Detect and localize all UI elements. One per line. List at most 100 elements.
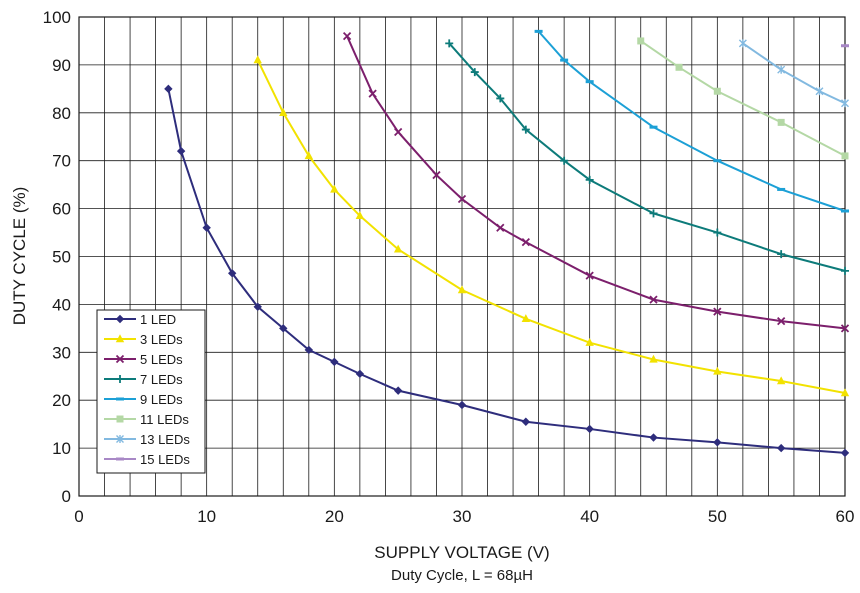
data-point-7-leds <box>649 209 658 218</box>
data-point-13-leds <box>777 65 786 74</box>
x-tick-label: 0 <box>74 507 83 526</box>
data-point-7-leds <box>470 68 479 77</box>
series-line-13-leds <box>742 42 846 105</box>
x-tick-label: 60 <box>836 507 855 526</box>
data-point-11-leds <box>841 152 849 160</box>
y-tick-label: 0 <box>62 487 71 506</box>
legend-label: 3 LEDs <box>140 332 183 347</box>
x-tick-label: 30 <box>453 507 472 526</box>
data-point-3-leds <box>713 366 722 375</box>
legend: 1 LED 3 LEDs 5 LEDs 7 LEDs 9 LEDs 11 LEDs 13 L… <box>96 309 206 474</box>
legend-label: 5 LEDs <box>140 352 183 367</box>
data-point-1-led <box>253 302 262 311</box>
data-point-1-led <box>649 433 658 442</box>
data-point-9-leds <box>713 159 722 163</box>
data-point-3-leds <box>649 354 658 363</box>
series-5-leds <box>342 32 850 333</box>
data-point-5-leds <box>368 89 377 98</box>
legend-box <box>96 309 206 474</box>
legend-marker <box>116 375 124 383</box>
legend-item-1-led: 1 LED <box>104 312 176 327</box>
data-point-5-leds <box>585 271 594 280</box>
legend-marker <box>115 354 125 364</box>
data-point-1-led <box>713 438 722 447</box>
legend-label: 7 LEDs <box>140 372 183 387</box>
data-point-5-leds <box>840 324 850 333</box>
data-point-7-leds <box>496 94 505 103</box>
data-point-1-led <box>521 417 531 426</box>
series-line-5-leds <box>346 35 846 330</box>
legend-label: 13 LEDs <box>140 432 190 447</box>
y-tick-label: 60 <box>52 200 71 219</box>
data-point-5-leds <box>713 307 722 316</box>
legend-item-15-leds: 15 LEDs <box>104 452 190 467</box>
series-15-leds <box>841 44 849 48</box>
data-point-11-leds <box>777 118 785 126</box>
data-point-9-leds <box>777 187 786 191</box>
series-7-leds <box>445 39 849 275</box>
data-point-7-leds <box>841 266 849 275</box>
y-tick-label: 90 <box>52 56 71 75</box>
data-point-3-leds <box>840 388 850 397</box>
data-point-5-leds <box>394 127 403 137</box>
data-point-1-led <box>585 424 594 434</box>
data-point-3-leds <box>393 244 403 253</box>
legend-marker <box>116 435 124 443</box>
plot-frame <box>78 16 846 497</box>
data-point-1-led <box>840 448 850 458</box>
data-point-3-leds <box>330 184 339 193</box>
data-point-3-leds <box>457 285 467 294</box>
data-point-3-leds <box>279 108 288 116</box>
series-line-1-led <box>167 88 846 454</box>
legend-item-9-leds: 9 LEDs <box>104 392 183 407</box>
data-point-3-leds <box>355 211 365 219</box>
data-point-5-leds <box>432 170 441 180</box>
legend-item-7-leds: 7 LEDs <box>104 372 183 387</box>
data-point-11-leds <box>713 87 721 95</box>
y-tick-label: 40 <box>52 295 71 314</box>
y-tick-label: 80 <box>52 104 71 123</box>
series-13-leds <box>738 39 849 108</box>
data-point-7-leds <box>777 250 786 259</box>
data-point-3-leds <box>585 338 594 346</box>
series-line-7-leds <box>448 42 846 272</box>
legend-item-3-leds: 3 LEDs <box>104 332 183 347</box>
y-tick-label: 30 <box>52 343 71 362</box>
legend-marker <box>115 334 125 343</box>
legend-label: 11 LEDs <box>140 412 189 427</box>
data-point-9-leds <box>585 80 594 84</box>
data-point-1-led <box>776 443 786 453</box>
series-9-leds <box>534 29 849 213</box>
data-point-1-led <box>355 369 365 379</box>
y-tick-label: 10 <box>52 439 71 458</box>
data-point-11-leds <box>637 37 645 45</box>
data-point-9-leds <box>841 209 849 213</box>
data-point-7-leds <box>445 39 454 48</box>
x-tick-label: 20 <box>325 507 344 526</box>
legend-label: 9 LEDs <box>140 392 183 407</box>
x-tick-label: 50 <box>708 507 727 526</box>
data-point-3-leds <box>253 55 262 64</box>
data-point-3-leds <box>304 151 313 160</box>
data-point-1-led <box>176 146 186 156</box>
y-tick-label: 70 <box>52 152 71 171</box>
legend-item-5-leds: 5 LEDs <box>104 352 183 367</box>
legend-marker <box>116 397 124 401</box>
data-point-1-led <box>202 223 211 232</box>
x-axis-label: SUPPLY VOLTAGE (V) <box>374 543 549 562</box>
data-point-5-leds <box>777 317 786 326</box>
data-point-5-leds <box>457 194 467 204</box>
data-point-15-leds <box>841 44 849 48</box>
legend-marker <box>115 314 125 324</box>
data-point-7-leds <box>585 175 594 184</box>
data-point-3-leds <box>776 376 786 385</box>
data-point-7-leds <box>713 228 722 237</box>
data-point-7-leds <box>521 125 530 134</box>
data-point-9-leds <box>649 125 658 129</box>
data-point-1-led <box>393 386 403 395</box>
series-11-leds <box>637 37 849 160</box>
data-point-1-led <box>304 345 313 355</box>
y-axis-label: DUTY CYCLE (%) <box>10 187 29 326</box>
data-point-5-leds <box>496 223 505 232</box>
